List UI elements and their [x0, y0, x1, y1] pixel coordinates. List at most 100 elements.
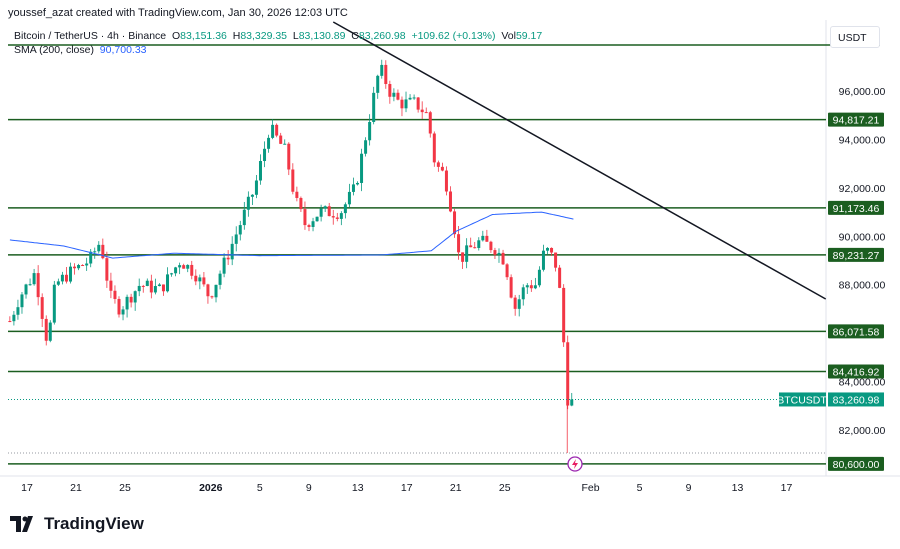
candle-body	[48, 322, 52, 341]
candle-body	[137, 285, 141, 292]
x-tick-label: 5	[257, 482, 263, 494]
candles	[8, 59, 574, 410]
candle-body	[339, 213, 343, 219]
candle-body	[295, 191, 299, 198]
candle-body	[388, 84, 392, 97]
candle-body	[77, 265, 81, 269]
candle-body	[380, 64, 384, 76]
candle-body	[166, 274, 170, 292]
candle-body	[222, 257, 226, 274]
candle-body	[558, 267, 562, 288]
level-price-label: 94,817.21	[833, 115, 880, 127]
candle-body	[513, 297, 517, 309]
candle-body	[125, 296, 129, 310]
candle-body	[226, 257, 230, 260]
candle-body	[473, 247, 477, 249]
level-price-label: 89,231.27	[833, 250, 880, 262]
level-price-label: 84,416.92	[833, 366, 880, 378]
candle-body	[210, 296, 214, 298]
candle-body	[73, 266, 77, 269]
x-tick-label: 5	[637, 482, 643, 494]
candle-body	[485, 235, 489, 242]
x-tick-label: Feb	[581, 482, 599, 494]
candle-body	[258, 161, 262, 181]
lightning-event-icon[interactable]	[567, 456, 583, 472]
candle-body	[242, 209, 246, 226]
candle-body	[109, 280, 113, 291]
candle-body	[392, 92, 396, 97]
candle-body	[566, 342, 570, 406]
candle-body	[145, 280, 149, 286]
candle-body	[20, 294, 24, 308]
candle-body	[246, 196, 250, 210]
candle-body	[85, 263, 89, 266]
x-tick-label: 2026	[199, 482, 223, 494]
candle-body	[174, 267, 178, 274]
candle-body	[202, 277, 206, 285]
y-tick-label: 84,000.00	[839, 377, 886, 389]
open-label: O	[171, 30, 181, 42]
y-tick-label: 90,000.00	[839, 231, 886, 243]
candle-body	[279, 135, 283, 144]
candle-body	[32, 273, 36, 285]
level-price-tag	[828, 112, 884, 127]
candle-body	[424, 112, 428, 114]
candle-body	[356, 182, 360, 185]
candle-body	[453, 211, 457, 235]
candle-body	[218, 273, 222, 285]
candle-body	[28, 284, 32, 286]
candle-body	[311, 221, 315, 227]
candle-body	[396, 92, 400, 100]
candle-body	[408, 97, 412, 100]
candle-body	[319, 208, 323, 217]
symbol-name[interactable]: Bitcoin / TetherUS · 4h · Binance	[14, 30, 167, 42]
currency-button[interactable]: USDT	[830, 26, 880, 48]
candle-body	[97, 244, 101, 252]
candle-body	[56, 281, 60, 285]
level-price-tag	[828, 247, 884, 262]
x-tick-label: 13	[352, 482, 364, 494]
candle-body	[117, 298, 121, 315]
candle-body	[493, 250, 497, 255]
level-price-tag	[828, 456, 884, 471]
candle-body	[416, 97, 420, 110]
trendline	[332, 21, 827, 300]
high-value: 83,329.35	[240, 30, 288, 42]
candle-body	[101, 244, 105, 259]
candle-body	[465, 245, 469, 262]
close-label: C	[351, 30, 359, 42]
candle-body	[271, 124, 275, 138]
candle-body	[161, 284, 165, 292]
symbol-legend: Bitcoin / TetherUS · 4h · Binance O83,15…	[14, 30, 542, 42]
candle-body	[186, 264, 190, 269]
candle-body	[444, 170, 448, 192]
tradingview-logo[interactable]: TradingView	[10, 514, 144, 534]
candle-body	[234, 234, 238, 244]
sma-value: 90,700.33	[99, 44, 147, 56]
sma-legend[interactable]: SMA (200, close) 90,700.33	[14, 44, 147, 56]
candle-body	[287, 143, 291, 170]
x-tick-label: 13	[732, 482, 744, 494]
candle-body	[24, 284, 28, 295]
candle-body	[384, 64, 388, 85]
candle-body	[546, 247, 550, 251]
candle-body	[157, 284, 161, 287]
level-price-label: 91,173.46	[833, 203, 880, 215]
candle-body	[89, 251, 93, 264]
candle-body	[299, 197, 303, 210]
open-value: 83,151.36	[180, 30, 227, 42]
candle-body	[428, 112, 432, 134]
candle-body	[190, 264, 194, 276]
sma-label: SMA (200, close)	[14, 44, 94, 56]
candle-body	[351, 184, 355, 192]
candle-body	[368, 121, 372, 141]
candle-body	[461, 252, 465, 262]
candle-body	[372, 92, 376, 122]
y-tick-label: 96,000.00	[839, 86, 886, 98]
candle-body	[517, 299, 521, 309]
candle-body	[448, 191, 452, 212]
level-price-label: 80,600.00	[833, 459, 880, 471]
candle-body	[489, 241, 493, 251]
candle-body	[501, 252, 505, 265]
